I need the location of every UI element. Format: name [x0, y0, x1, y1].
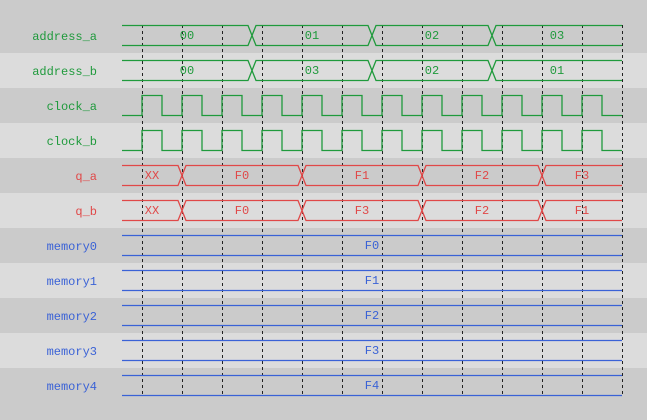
bus-segment	[491, 59, 622, 82]
bus-value: XX	[145, 169, 159, 183]
clock-waveform	[122, 94, 622, 117]
signal-label[interactable]: address_a	[32, 30, 97, 44]
bus-value: F3	[575, 169, 589, 183]
bus-value: 00	[180, 64, 194, 78]
bus-segment	[122, 269, 622, 292]
signal-address_a: address_a 00 01 02 03	[32, 24, 622, 47]
signal-label[interactable]: memory4	[47, 380, 97, 394]
bus-segment	[491, 24, 622, 47]
signal-label[interactable]: clock_b	[47, 135, 97, 149]
bus-segment	[122, 374, 622, 397]
row-band	[0, 18, 647, 53]
bus-segment	[541, 199, 622, 222]
row-band	[0, 228, 647, 263]
bus-value: 02	[425, 64, 439, 78]
signal-label[interactable]: memory3	[47, 345, 97, 359]
bus-value: F1	[355, 169, 369, 183]
bus-segment	[541, 164, 622, 187]
bus-value: F0	[235, 204, 249, 218]
signal-clock_b: clock_b	[47, 129, 622, 152]
signal-label[interactable]: q_b	[75, 205, 97, 219]
bus-value: 01	[305, 29, 319, 43]
row-band	[0, 53, 647, 88]
clock-waveform	[122, 129, 622, 152]
bus-value: 01	[550, 64, 564, 78]
bus-value: F2	[475, 169, 489, 183]
row-band	[0, 263, 647, 298]
bus-value: 02	[425, 29, 439, 43]
bus-value: F1	[365, 274, 379, 288]
bus-value: F2	[365, 309, 379, 323]
bus-value: 03	[305, 64, 319, 78]
signal-address_b: address_b 00 03 02 01	[32, 59, 622, 82]
bus-value: F0	[235, 169, 249, 183]
bus-segment	[122, 339, 622, 362]
signal-q_b: q_b XX F0 F3 F2 F1	[75, 199, 622, 222]
signal-memory1: memory1 F1	[47, 269, 622, 292]
bus-value: 03	[550, 29, 564, 43]
bus-value: F4	[365, 379, 379, 393]
row-band	[0, 123, 647, 158]
signal-label[interactable]: memory1	[47, 275, 97, 289]
bus-value: F3	[365, 344, 379, 358]
signal-memory3: memory3 F3	[47, 339, 622, 362]
bus-segment	[122, 304, 622, 327]
signal-clock_a: clock_a	[47, 94, 622, 117]
row-band	[0, 88, 647, 123]
signal-label[interactable]: clock_a	[47, 100, 97, 114]
bus-value: F0	[365, 239, 379, 253]
row-band	[0, 158, 647, 193]
signal-memory0: memory0 F0	[47, 234, 622, 257]
signal-memory4: memory4 F4	[47, 374, 622, 397]
bus-value: XX	[145, 204, 159, 218]
bus-segment	[122, 234, 622, 257]
bus-value: F1	[575, 204, 589, 218]
row-band	[0, 368, 647, 420]
signal-label[interactable]: q_a	[75, 170, 97, 184]
signal-q_a: q_a XX F0 F1 F2 F3	[75, 164, 622, 187]
bus-value: F2	[475, 204, 489, 218]
signal-label[interactable]: memory0	[47, 240, 97, 254]
bus-value: 00	[180, 29, 194, 43]
signal-label[interactable]: address_b	[32, 65, 97, 79]
bus-value: F3	[355, 204, 369, 218]
signal-label[interactable]: memory2	[47, 310, 97, 324]
signal-memory2: memory2 F2	[47, 304, 622, 327]
row-band	[0, 333, 647, 368]
row-band	[0, 193, 647, 228]
row-band	[0, 298, 647, 333]
